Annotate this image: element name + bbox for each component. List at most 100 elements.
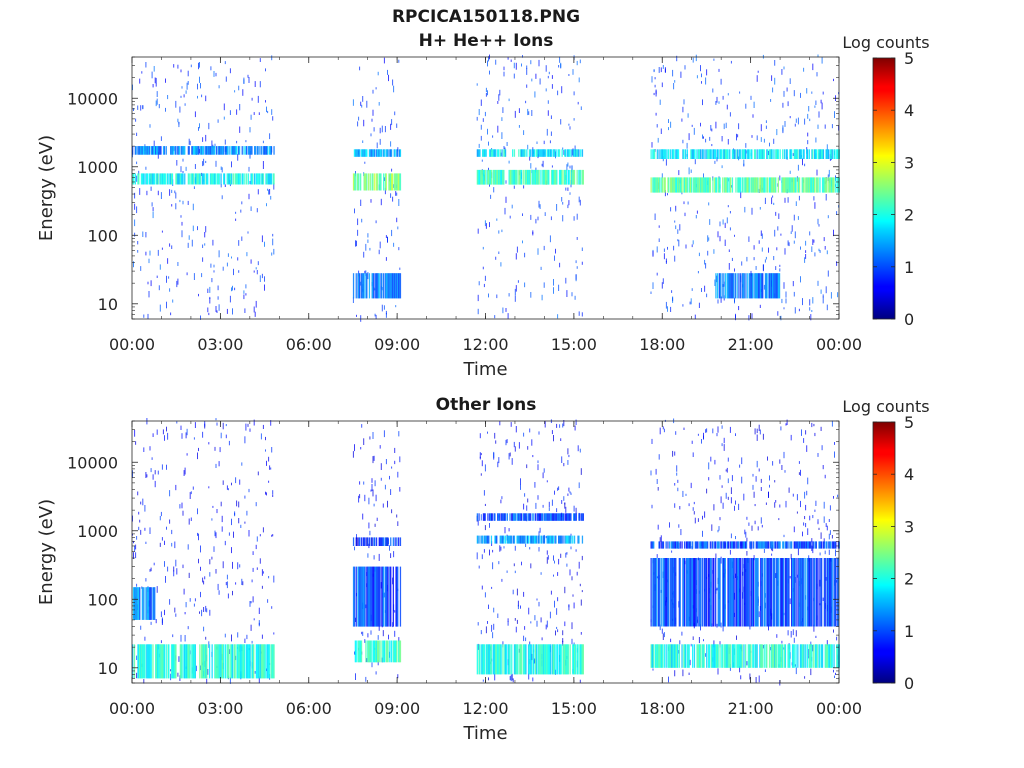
- speckle: [807, 113, 809, 119]
- speckle: [264, 241, 265, 247]
- speckle: [140, 529, 142, 535]
- speckle: [503, 66, 505, 71]
- speckle: [245, 293, 247, 296]
- speckle: [542, 472, 544, 479]
- speckle: [514, 618, 516, 621]
- speckle: [579, 199, 581, 206]
- speckle: [383, 430, 385, 438]
- speckle: [226, 485, 228, 490]
- speckle: [399, 267, 401, 270]
- speckle: [178, 656, 180, 662]
- speckle: [487, 90, 488, 96]
- speckle: [762, 433, 764, 440]
- speckle: [175, 100, 177, 108]
- speckle: [246, 634, 248, 640]
- speckle: [769, 484, 770, 488]
- speckle: [262, 571, 264, 574]
- speckle: [151, 71, 153, 79]
- speckle: [678, 239, 680, 247]
- speckle: [213, 270, 215, 273]
- speckle: [667, 193, 668, 196]
- speckle: [369, 436, 371, 440]
- speckle: [222, 480, 224, 485]
- speckle: [171, 529, 173, 535]
- speckle: [805, 240, 807, 246]
- speckle: [761, 233, 763, 239]
- speckle: [360, 447, 362, 450]
- speckle: [370, 489, 372, 492]
- speckle: [208, 486, 210, 489]
- speckle: [791, 225, 793, 232]
- speckle: [705, 263, 707, 269]
- speckle: [143, 314, 145, 318]
- speckle: [578, 196, 580, 203]
- speckle: [760, 137, 762, 142]
- speckle: [262, 140, 264, 144]
- speckle: [272, 238, 274, 246]
- speckle: [180, 634, 182, 642]
- speckle: [716, 587, 718, 591]
- speckle: [753, 491, 755, 498]
- speckle: [662, 278, 664, 284]
- speckle: [691, 440, 693, 444]
- speckle: [690, 482, 692, 489]
- speckle: [556, 204, 558, 211]
- speckle: [724, 222, 726, 228]
- speckle: [578, 561, 580, 569]
- speckle: [698, 252, 700, 257]
- speckle: [374, 313, 376, 317]
- speckle: [147, 313, 149, 319]
- speckle: [383, 57, 385, 64]
- speckle: [838, 125, 840, 131]
- speckle: [692, 57, 694, 63]
- speckle: [529, 156, 531, 161]
- speckle: [140, 501, 142, 505]
- speckle: [481, 460, 483, 467]
- speckle: [771, 553, 773, 556]
- speckle: [134, 545, 136, 552]
- speckle: [729, 549, 731, 555]
- speckle: [822, 296, 824, 304]
- speckle: [377, 660, 379, 666]
- speckle: [260, 433, 262, 440]
- speckle: [809, 118, 811, 122]
- speckle: [500, 262, 502, 267]
- speckle: [695, 215, 697, 219]
- speckle: [675, 431, 677, 435]
- speckle: [234, 511, 236, 516]
- speckle: [756, 460, 758, 468]
- speckle: [746, 661, 748, 666]
- speckle: [265, 436, 266, 441]
- speckle: [821, 445, 823, 451]
- speckle: [762, 264, 764, 271]
- speckle: [235, 582, 237, 585]
- speckle: [675, 205, 677, 210]
- speckle: [243, 79, 245, 84]
- speckle: [656, 554, 658, 558]
- speckle: [522, 55, 523, 58]
- speckle: [478, 143, 480, 148]
- speckle: [665, 301, 667, 309]
- speckle: [268, 189, 270, 195]
- speckle: [372, 432, 374, 439]
- speckle: [502, 107, 504, 113]
- speckle: [534, 615, 536, 621]
- speckle: [254, 81, 256, 87]
- speckle: [514, 545, 516, 551]
- speckle: [558, 284, 560, 291]
- speckle: [135, 118, 137, 122]
- speckle: [736, 133, 737, 141]
- speckle: [726, 104, 728, 110]
- speckle: [765, 256, 767, 260]
- speckle: [184, 612, 186, 615]
- speckle: [261, 273, 263, 279]
- speckle: [524, 252, 526, 258]
- speckle: [150, 186, 152, 191]
- speckle: [140, 266, 142, 271]
- speckle: [352, 451, 354, 458]
- speckle: [480, 453, 482, 456]
- speckle: [580, 106, 582, 110]
- speckle: [477, 622, 479, 626]
- speckle: [581, 555, 583, 561]
- speckle: [753, 555, 755, 561]
